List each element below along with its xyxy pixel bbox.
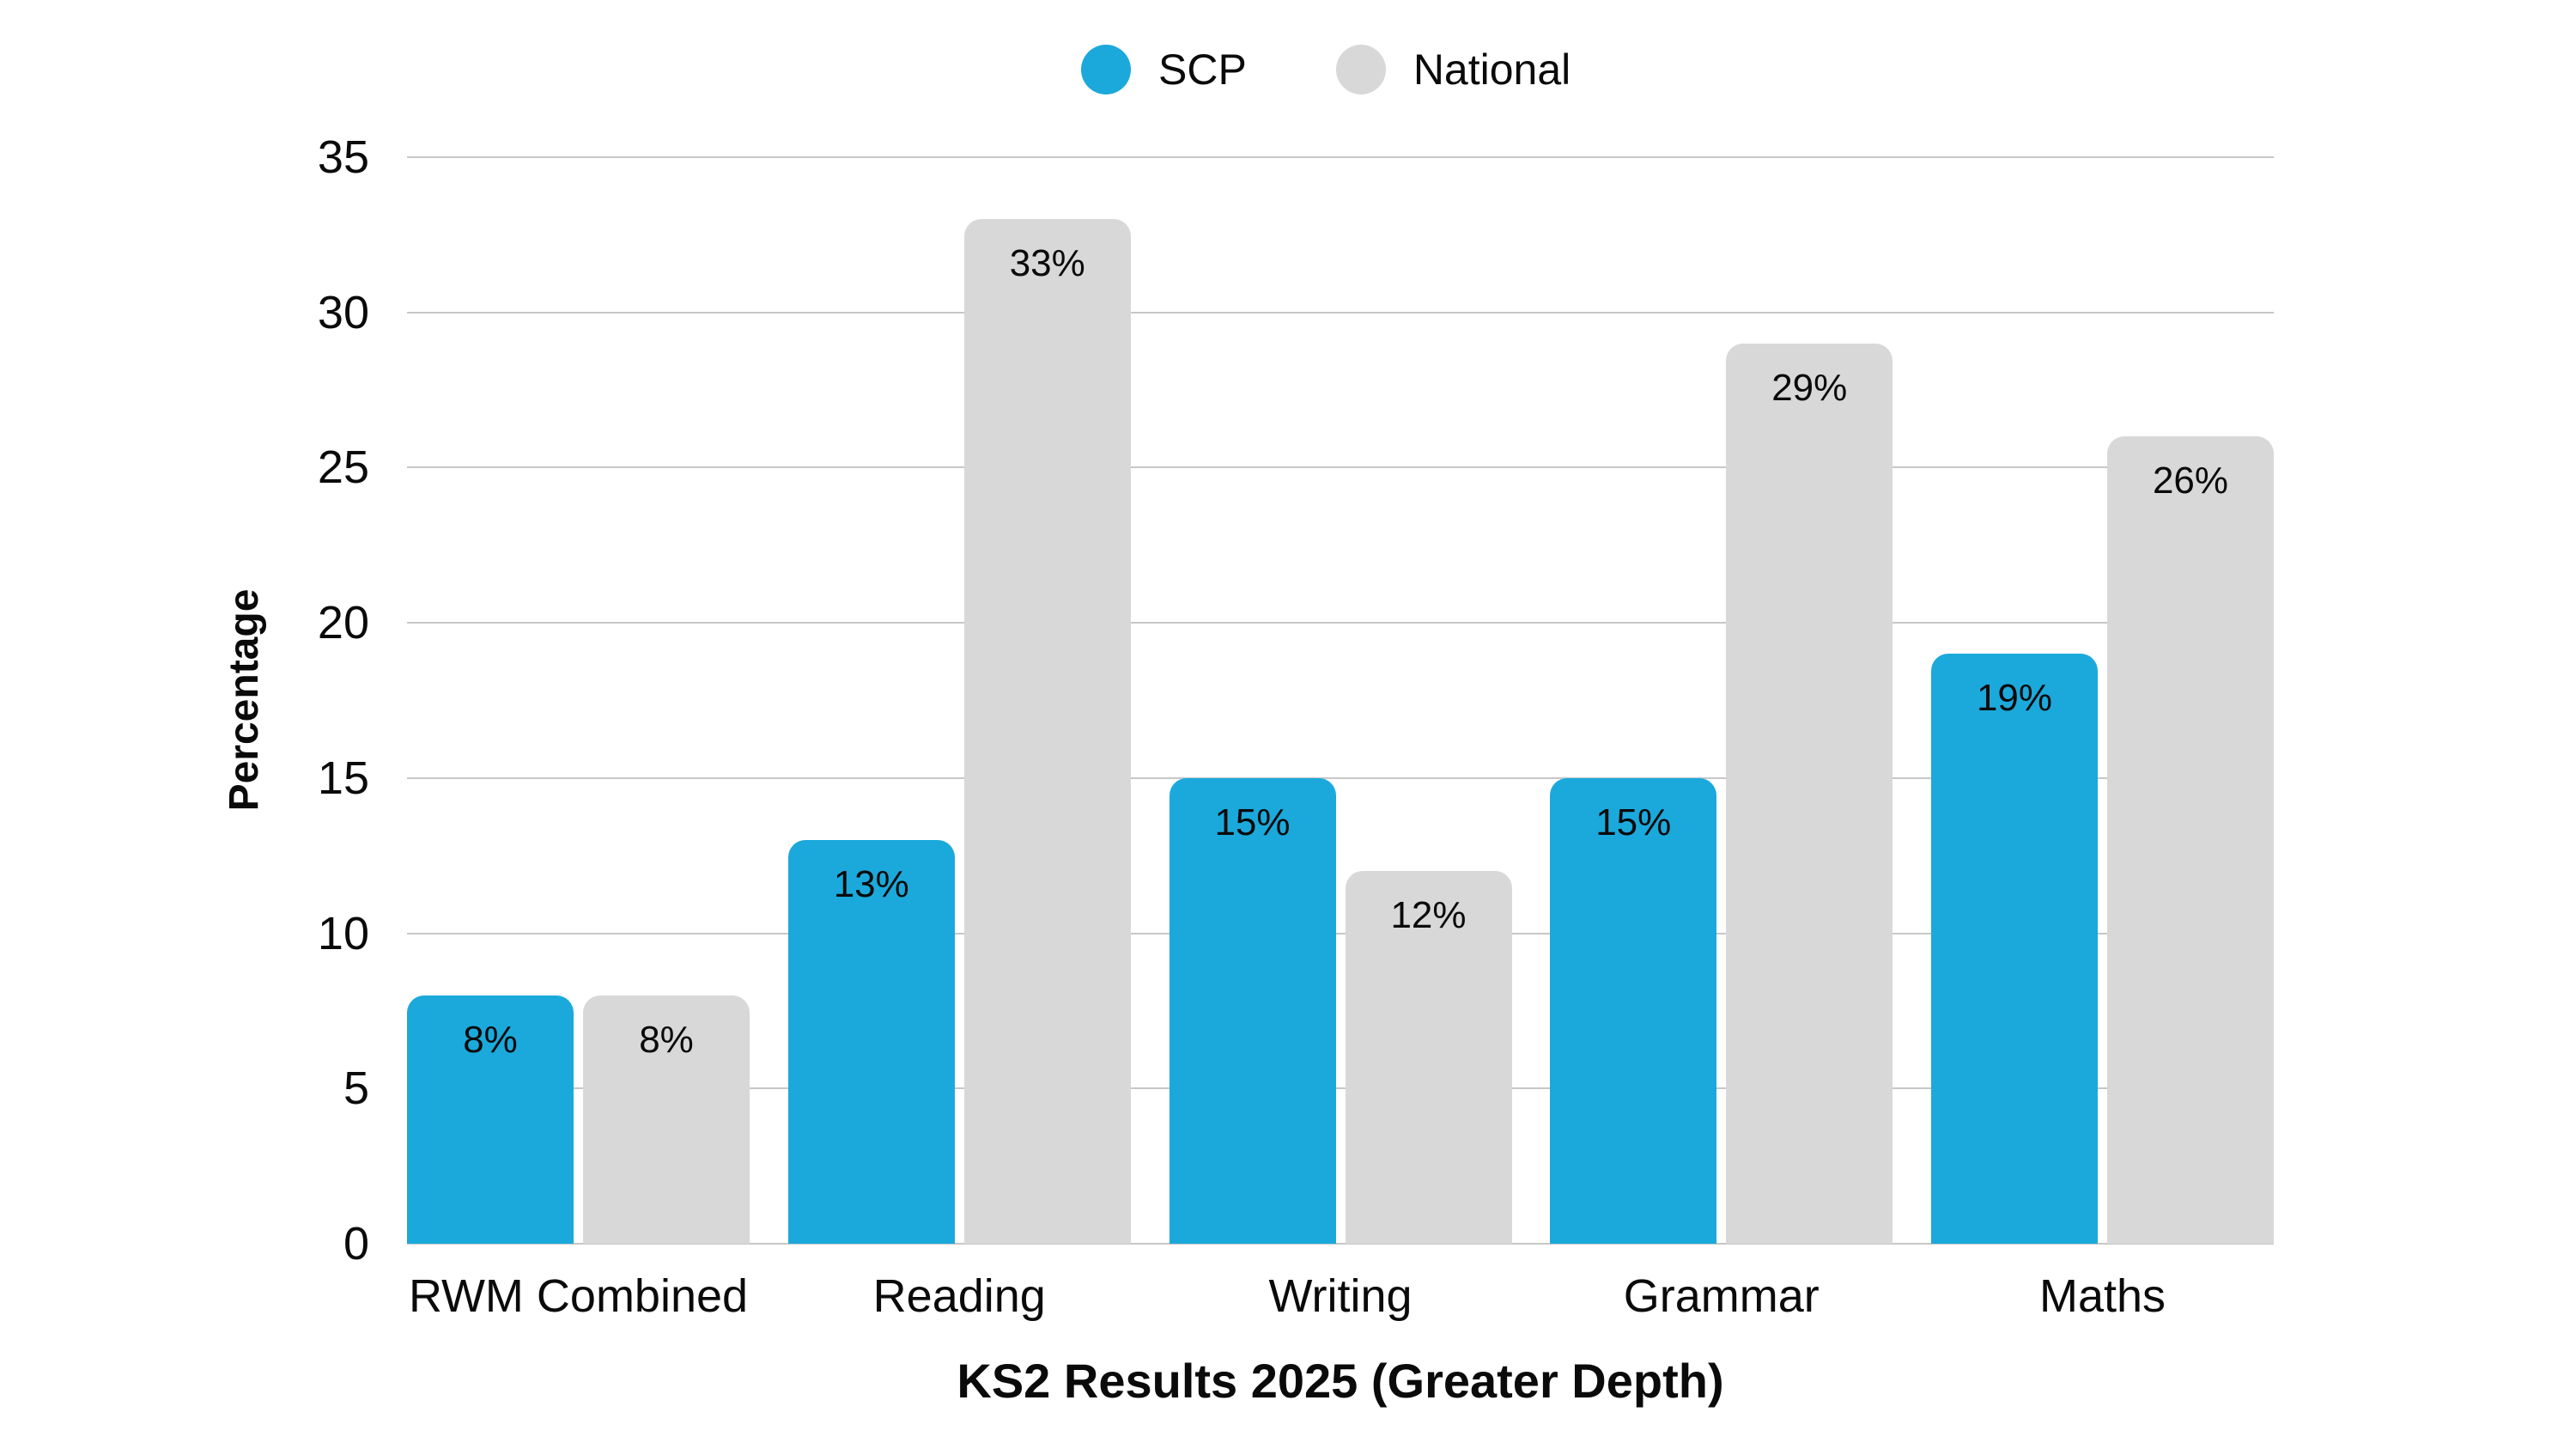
bar-scp-grammar: 15%	[1550, 777, 1717, 1244]
y-tick-label-0: 0	[343, 1218, 369, 1269]
legend-item-scp: SCP	[1081, 45, 1247, 94]
x-category-label-grammar: Grammar	[1623, 1270, 1820, 1322]
bar-national-reading: 33%	[963, 219, 1131, 1244]
bar-value-label-scp-grammar: 15%	[1595, 801, 1672, 843]
bar-national-rwm-combined: 8%	[583, 995, 750, 1244]
x-category-label-maths: Maths	[2038, 1270, 2166, 1322]
gridline-0	[407, 1243, 2274, 1245]
x-category-label-writing: Writing	[1268, 1270, 1413, 1322]
bar-scp-writing: 15%	[1169, 777, 1336, 1244]
bar-scp-maths: 19%	[1931, 654, 2098, 1244]
x-category-label-rwm-combined: RWM Combined	[408, 1270, 749, 1322]
y-tick-label-25: 25	[317, 441, 369, 494]
bar-scp-reading: 13%	[787, 840, 955, 1244]
legend-label-scp: SCP	[1158, 46, 1247, 94]
legend: SCP National	[1081, 43, 1571, 96]
gridline-10	[407, 932, 2274, 935]
bar-value-label-national-writing: 12%	[1390, 894, 1467, 937]
bar-value-label-scp-writing: 15%	[1214, 801, 1291, 843]
x-axis-title: KS2 Results 2025 (Greater Depth)	[957, 1354, 1724, 1408]
bar-scp-rwm-combined: 8%	[407, 995, 574, 1244]
bar-national-grammar: 29%	[1726, 343, 1893, 1244]
gridline-15	[407, 776, 2274, 779]
y-tick-label-20: 20	[317, 597, 369, 649]
y-tick-label-15: 15	[317, 752, 369, 804]
gridline-25	[407, 466, 2274, 469]
plot-area: 0 5 10 15 20 25 30 35 8% 8% RWM Combined 13% 33% Read…	[318, 132, 2274, 1321]
bar-value-label-national-grammar: 29%	[1771, 366, 1848, 409]
bar-value-label-national-maths: 26%	[2152, 460, 2229, 502]
bar-value-label-scp-rwm-combined: 8%	[463, 1018, 518, 1061]
legend-label-national: National	[1413, 46, 1571, 94]
bar-value-label-scp-reading: 13%	[833, 863, 909, 906]
legend-item-national: National	[1335, 45, 1571, 94]
gridline-30	[407, 311, 2274, 314]
bar-national-writing: 12%	[1345, 871, 1512, 1244]
bar-national-maths: 26%	[2107, 436, 2274, 1244]
gridline-20	[407, 622, 2274, 624]
y-tick-label-30: 30	[317, 286, 369, 338]
bar-value-label-national-rwm-combined: 8%	[639, 1018, 694, 1061]
gridline-35	[407, 156, 2274, 158]
y-tick-label-35: 35	[317, 131, 369, 183]
x-category-label-reading: Reading	[872, 1270, 1046, 1322]
bar-value-label-national-reading: 33%	[1009, 242, 1085, 285]
gridline-5	[407, 1087, 2274, 1090]
y-tick-label-10: 10	[317, 907, 369, 959]
legend-marker-scp-icon	[1081, 45, 1131, 94]
y-tick-label-5: 5	[343, 1062, 369, 1115]
bar-value-label-scp-maths: 19%	[1976, 677, 2053, 720]
legend-marker-national-icon	[1335, 45, 1386, 94]
y-axis-title: Percentage	[222, 588, 267, 812]
